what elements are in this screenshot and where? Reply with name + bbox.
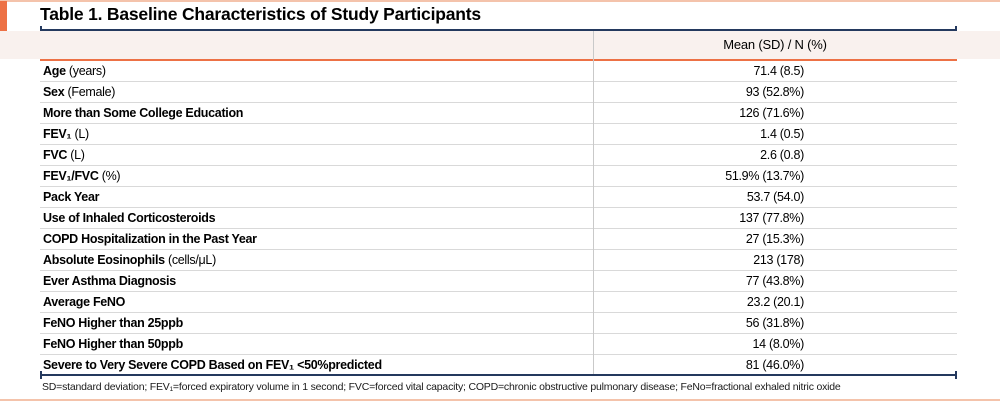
bottom-frame-line bbox=[0, 399, 1000, 401]
table-row: More than Some College Education 126 (71… bbox=[40, 103, 957, 124]
row-value: 56 (31.8%) bbox=[745, 316, 804, 330]
row-value: 93 (52.8%) bbox=[745, 85, 804, 99]
row-value: 213 (178) bbox=[753, 253, 804, 267]
table-row: FeNO Higher than 50ppb 14 (8.0%) bbox=[40, 334, 957, 355]
table-body: Age (years) 71.4 (8.5) Sex (Female) 93 (… bbox=[40, 61, 957, 376]
row-value: 137 (77.8%) bbox=[739, 211, 804, 225]
row-value: 14 (8.0%) bbox=[752, 337, 805, 351]
row-label: FeNO Higher than 50ppb bbox=[43, 337, 183, 351]
table-row: Sex (Female) 93 (52.8%) bbox=[40, 82, 957, 103]
row-label: FVC (L) bbox=[43, 148, 85, 162]
row-label: COPD Hospitalization in the Past Year bbox=[43, 232, 257, 246]
row-label: Age (years) bbox=[43, 64, 106, 78]
column-divider bbox=[593, 31, 594, 375]
bottom-rule bbox=[40, 371, 957, 379]
table-row: Use of Inhaled Corticosteroids 137 (77.8… bbox=[40, 208, 957, 229]
row-label: Average FeNO bbox=[43, 295, 126, 309]
table-row: Absolute Eosinophils (cells/μL) 213 (178… bbox=[40, 250, 957, 271]
page-title: Table 1. Baseline Characteristics of Stu… bbox=[40, 4, 481, 24]
table-row: FeNO Higher than 25ppb 56 (31.8%) bbox=[40, 313, 957, 334]
table-row: Ever Asthma Diagnosis 77 (43.8%) bbox=[40, 271, 957, 292]
table-row: Severe to Very Severe COPD Based on FEV₁… bbox=[40, 355, 957, 376]
value-column-header: Mean (SD) / N (%) bbox=[723, 37, 827, 52]
title-rule bbox=[40, 26, 957, 34]
header-band bbox=[0, 31, 1000, 59]
table-row: FVC (L) 2.6 (0.8) bbox=[40, 145, 957, 166]
row-value: 71.4 (8.5) bbox=[753, 64, 804, 78]
row-value: 23.2 (20.1) bbox=[746, 295, 804, 309]
row-value: 81 (46.0%) bbox=[745, 358, 804, 372]
row-label: FEV₁/FVC (%) bbox=[43, 169, 121, 183]
table-row: COPD Hospitalization in the Past Year 27… bbox=[40, 229, 957, 250]
row-label: FeNO Higher than 25ppb bbox=[43, 316, 183, 330]
row-value: 53.7 (54.0) bbox=[746, 190, 804, 204]
row-value: 2.6 (0.8) bbox=[760, 148, 804, 162]
row-label: Ever Asthma Diagnosis bbox=[43, 274, 176, 288]
top-frame-line bbox=[0, 0, 1000, 2]
row-label: Pack Year bbox=[43, 190, 100, 204]
accent-bar bbox=[0, 1, 7, 32]
header-orange-rule bbox=[40, 59, 957, 61]
table-row: Average FeNO 23.2 (20.1) bbox=[40, 292, 957, 313]
row-value: 51.9% (13.7%) bbox=[725, 169, 804, 183]
table-row: FEV₁ (L) 1.4 (0.5) bbox=[40, 124, 957, 145]
row-value: 1.4 (0.5) bbox=[760, 127, 804, 141]
row-label: Absolute Eosinophils (cells/μL) bbox=[43, 253, 216, 267]
row-label: Severe to Very Severe COPD Based on FEV₁… bbox=[43, 358, 382, 372]
row-value: 77 (43.8%) bbox=[745, 274, 804, 288]
table-row: FEV₁/FVC (%) 51.9% (13.7%) bbox=[40, 166, 957, 187]
row-value: 27 (15.3%) bbox=[745, 232, 804, 246]
row-label: Use of Inhaled Corticosteroids bbox=[43, 211, 216, 225]
row-value: 126 (71.6%) bbox=[739, 106, 804, 120]
row-label: More than Some College Education bbox=[43, 106, 244, 120]
footnote: SD=standard deviation; FEV₁=forced expir… bbox=[42, 381, 841, 393]
row-label: Sex (Female) bbox=[43, 85, 116, 99]
row-label: FEV₁ (L) bbox=[43, 127, 89, 141]
table-row: Pack Year 53.7 (54.0) bbox=[40, 187, 957, 208]
table-row: Age (years) 71.4 (8.5) bbox=[40, 61, 957, 82]
